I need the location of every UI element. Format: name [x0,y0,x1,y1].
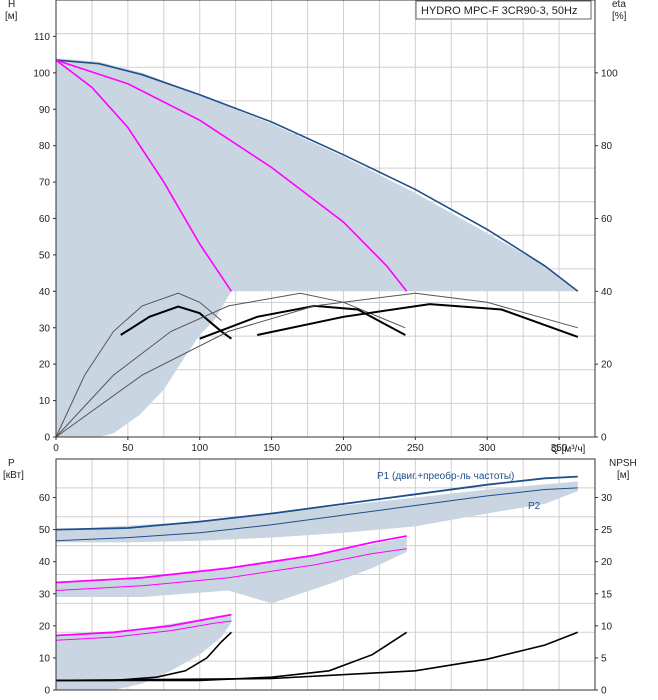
x-tick-label: 100 [191,443,208,454]
y2-tick-label: 30 [601,493,613,504]
y-tick-label: 50 [39,250,51,261]
y-tick-label: 60 [39,493,51,504]
curve-eta-2-bold [199,304,406,340]
y2-tick-label: 20 [601,360,613,371]
y-tick-label: 0 [44,433,50,444]
y2-tick-label: 80 [601,141,613,152]
y-tick-label: 100 [33,68,50,79]
y-tick-label: 10 [39,653,51,664]
power-band-1 [56,481,578,543]
curve-p1-3 [55,475,578,531]
power-axis-labels: P [кВт] NPSH [м] P1 (двиг.+преобр-ль час… [3,458,637,512]
curve-p1-2 [55,535,407,584]
curve-eta-3-thin [55,292,578,438]
curve-eta-1-thin [55,292,222,438]
y2-tick-label: 20 [601,557,613,568]
envelope-area [56,58,578,438]
y-tick-label: 50 [39,525,51,536]
y-axis-unit-p: [кВт] [3,470,24,481]
power-axes: 0 10 20 30 40 50 60 0 5 10 15 20 25 30 [39,458,613,697]
y2-axis-unit-eta: [%] [612,11,627,22]
y2-tick-label: 25 [601,525,613,536]
y-tick-label: 70 [39,178,51,189]
y-axis-label-p: P [8,458,15,469]
power-band-2 [56,537,407,604]
head-axes: 0 10 20 30 40 50 60 70 80 90 100 110 0 20 40 60 80 100 0 50… [33,0,618,454]
plot-frame [55,458,596,691]
y2-tick-label: 15 [601,589,613,600]
p1-annotation: P1 (двиг.+преобр-ль частоты) [377,470,514,482]
curve-eta-1-bold [120,305,232,340]
y-tick-label: 20 [39,621,51,632]
chart-title: HYDRO MPC-F 3CR90-3, 50Hz [421,5,577,17]
curve-eta-3-bold [256,303,579,338]
y2-tick-label: 10 [601,621,613,632]
head-axis-labels: H [м] eta [%] HYDRO MPC-F 3CR90-3, 50Hz … [5,0,627,455]
operating-range-envelope [56,58,578,438]
y-tick-label: 0 [44,686,50,697]
title-box [415,0,592,20]
y-tick-label: 40 [39,557,51,568]
curve-p2-3 [55,487,578,542]
y-axis-label-h: H [8,0,15,10]
y-tick-label: 60 [39,214,51,225]
x-tick-label: 300 [479,443,496,454]
y-tick-label: 10 [39,396,51,407]
y2-axis-label-npsh: NPSH [609,458,637,469]
y-tick-label: 110 [34,32,50,43]
y-tick-label: 90 [39,105,51,116]
y2-tick-label: 40 [601,287,613,298]
curve-npsh-3 [55,631,579,682]
y2-axis-unit-npsh: [м] [617,470,630,481]
x-tick-label: 50 [122,443,134,454]
curve-p2-1 [55,620,232,641]
power-npsh-panel: 0 10 20 30 40 50 60 0 5 10 15 20 25 30 P [кВт] NPSH [… [3,458,637,697]
y2-tick-label: 0 [601,686,607,697]
x-tick-label: 350 [551,443,568,454]
y-axis-unit-h: [м] [5,11,18,22]
y2-tick-label: 5 [601,653,607,664]
x-tick-label: 150 [263,443,280,454]
p2-annotation: P2 [528,501,541,512]
y2-tick-label: 100 [601,68,618,79]
x-tick-label: 250 [407,443,424,454]
curve-p1-1 [55,613,232,637]
y-tick-label: 30 [39,589,51,600]
head-efficiency-curves [55,59,579,438]
power-npsh-curves [55,475,579,682]
y-tick-label: 30 [39,323,51,334]
curve-head-max [55,59,579,292]
curve-p2-2 [55,548,407,591]
y2-tick-label: 0 [601,433,607,444]
x-tick-label: 200 [335,443,352,454]
head-efficiency-panel: 0 10 20 30 40 50 60 70 80 90 100 110 0 20 40 60 80 100 0 50… [5,0,627,455]
x-tick-label: 0 [53,443,59,454]
y-tick-label: 80 [39,141,51,152]
y2-tick-label: 60 [601,214,613,225]
curve-head-2pump-min [55,59,408,292]
y-tick-label: 40 [39,287,51,298]
curve-npsh-2 [56,631,408,682]
y-tick-label: 20 [39,360,51,371]
y2-axis-label-eta: eta [612,0,626,10]
x-axis-label: Q [м³/ч] [551,444,586,455]
curve-head-1pump-min [55,59,233,292]
